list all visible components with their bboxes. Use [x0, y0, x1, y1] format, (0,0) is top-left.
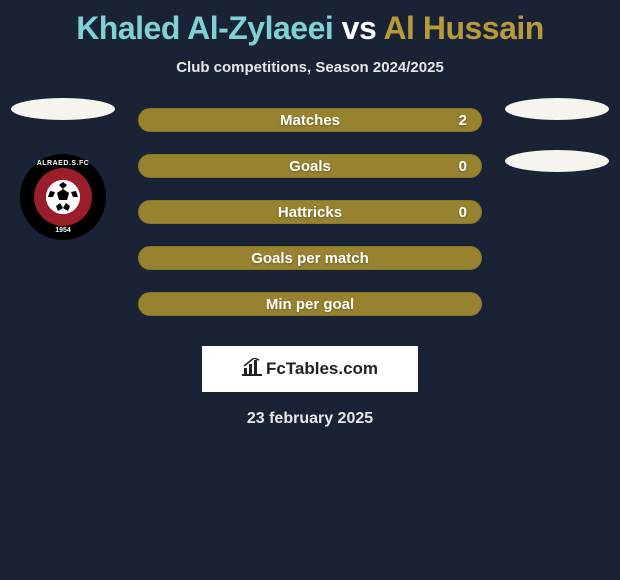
club-name-text: ALRAED.S.FC [20, 160, 106, 167]
comparison-title: Khaled Al-Zylaeei vs Al Hussain [0, 0, 620, 47]
club-year-text: 1954 [20, 227, 106, 234]
date-text: 23 february 2025 [0, 410, 620, 428]
stat-row: Matches 2 [138, 108, 482, 132]
player1-name: Khaled Al-Zylaeei [76, 10, 333, 46]
right-column [502, 98, 612, 202]
stat-row: Min per goal [138, 292, 482, 316]
content-area: ALRAED.S.FC 1954 Matc [0, 108, 620, 428]
stat-rows: Matches 2 Goals 0 Hattricks 0 Goals per match M… [138, 108, 482, 316]
branding-text: FcTables.com [266, 359, 378, 379]
subtitle: Club competitions, Season 2024/2025 [0, 59, 620, 76]
player2-photo-placeholder [505, 98, 609, 120]
stat-value-right: 0 [459, 204, 467, 221]
stat-label: Goals [289, 158, 331, 175]
club-ball-icon [46, 180, 80, 214]
stat-row: Goals 0 [138, 154, 482, 178]
stat-value-right: 0 [459, 158, 467, 175]
stat-label: Goals per match [251, 250, 369, 267]
branding-box: FcTables.com [202, 346, 418, 392]
player1-photo-placeholder [11, 98, 115, 120]
stat-row: Hattricks 0 [138, 200, 482, 224]
player2-name: Al Hussain [383, 10, 543, 46]
stat-label: Matches [280, 112, 340, 129]
player1-club-badge: ALRAED.S.FC 1954 [20, 154, 106, 240]
soccer-ball-icon [46, 180, 80, 214]
left-column: ALRAED.S.FC 1954 [8, 98, 118, 240]
player2-club-placeholder [505, 150, 609, 172]
stat-value-right: 2 [459, 112, 467, 129]
club-badge-inner [34, 168, 92, 226]
stat-row: Goals per match [138, 246, 482, 270]
chart-icon [242, 358, 262, 381]
stat-label: Min per goal [266, 296, 354, 313]
vs-separator: vs [342, 10, 377, 46]
stat-label: Hattricks [278, 204, 342, 221]
